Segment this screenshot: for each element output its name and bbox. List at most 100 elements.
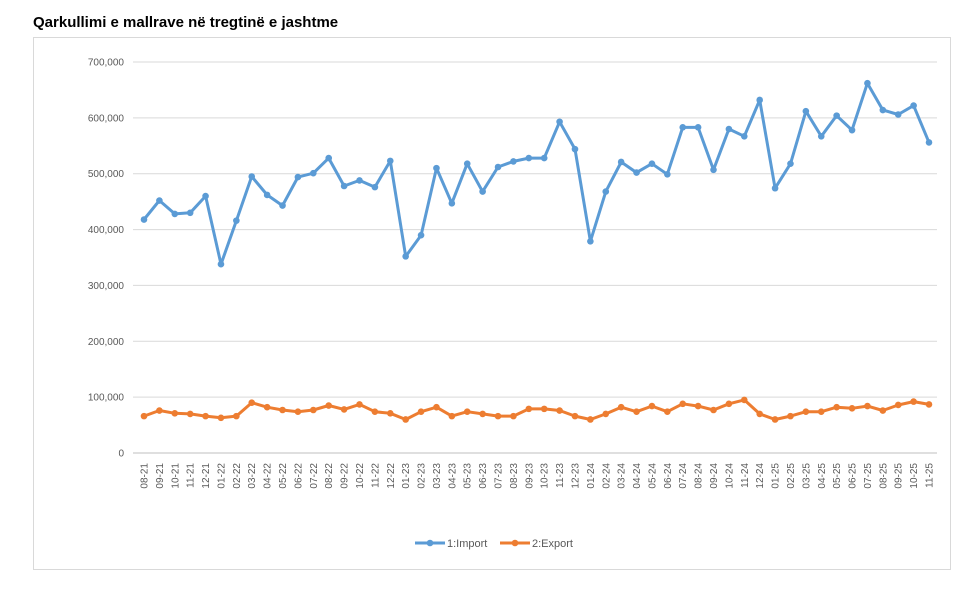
data-point-2-export [294, 408, 302, 415]
data-point-1-import [402, 253, 409, 260]
x-tick-label: 05-24 [647, 463, 658, 489]
data-point-1-import [725, 125, 733, 133]
data-point-1-import [802, 107, 810, 115]
x-axis: 08-21 09-21 10-21 11-21 12-21 01-22 02-22 03-22… [140, 463, 936, 489]
x-tick-label: 02-25 [786, 463, 797, 489]
data-point-2-export [864, 402, 871, 410]
data-point-2-export [186, 410, 194, 418]
series-line-2-export [142, 398, 931, 421]
x-tick-label: 08-21 [140, 463, 151, 489]
x-tick-label: 09-21 [155, 463, 166, 489]
data-point-1-import [433, 164, 440, 172]
data-point-2-export [463, 408, 471, 415]
data-point-1-import [279, 202, 286, 209]
data-point-2-export [725, 400, 733, 408]
chart-frame [33, 37, 951, 570]
data-point-2-export [633, 408, 640, 415]
data-point-1-import [679, 124, 687, 131]
data-point-1-import [202, 192, 209, 200]
legend-marker-2-export [511, 539, 519, 547]
data-point-1-import [710, 166, 717, 174]
data-point-2-export [679, 400, 687, 408]
data-point-1-import [140, 216, 148, 223]
data-point-2-export [802, 408, 810, 415]
data-point-1-import [587, 238, 594, 245]
x-tick-label: 08-22 [324, 463, 335, 489]
data-point-2-export [340, 406, 348, 413]
x-tick-label: 07-25 [863, 463, 874, 489]
x-tick-label: 02-24 [601, 463, 612, 489]
data-point-2-export [279, 406, 286, 414]
data-point-1-import [448, 200, 456, 207]
data-point-2-export [417, 408, 425, 415]
data-point-2-export [925, 401, 933, 408]
data-point-2-export [217, 414, 225, 422]
data-point-1-import [248, 173, 256, 180]
data-point-2-export [587, 416, 594, 423]
x-tick-label: 01-23 [401, 463, 412, 489]
x-tick-label: 06-22 [293, 463, 304, 489]
x-tick-label: 10-23 [540, 463, 551, 489]
data-point-2-export [233, 412, 240, 420]
y-tick-label: 100,000 [88, 393, 125, 404]
data-point-2-export [156, 407, 163, 414]
x-tick-label: 04-22 [263, 463, 274, 489]
data-point-2-export [664, 408, 671, 415]
x-tick-label: 11-22 [370, 463, 381, 488]
y-tick-label: 200,000 [88, 337, 125, 348]
data-point-1-import [417, 231, 425, 239]
data-point-2-export [571, 412, 579, 420]
x-tick-label: 06-23 [478, 463, 489, 489]
data-point-1-import [664, 170, 671, 178]
data-point-2-export [494, 412, 502, 420]
x-tick-label: 07-22 [309, 463, 320, 489]
data-point-1-import [879, 106, 887, 114]
x-tick-label: 05-23 [463, 463, 474, 489]
data-point-1-import [463, 160, 471, 167]
data-point-1-import [340, 182, 348, 190]
data-point-2-export [602, 410, 610, 418]
data-point-2-export [479, 410, 486, 418]
legend-label-1-import: 1:Import [447, 538, 487, 550]
x-tick-label: 11-24 [740, 463, 751, 488]
data-point-2-export [510, 412, 517, 420]
y-tick-label: 300,000 [88, 281, 125, 292]
x-tick-label: 08-23 [509, 463, 520, 489]
x-tick-label: 05-25 [832, 463, 843, 489]
x-tick-label: 07-24 [678, 463, 689, 489]
x-tick-label: 01-22 [216, 463, 227, 489]
data-point-2-export [833, 403, 840, 411]
data-point-1-import [371, 183, 379, 191]
data-point-1-import [602, 188, 610, 195]
x-tick-label: 11-21 [186, 463, 197, 488]
x-tick-label: 11-23 [555, 463, 566, 488]
data-point-2-export [386, 410, 394, 417]
data-point-2-export [756, 410, 763, 418]
x-tick-label: 02-23 [417, 463, 428, 489]
data-point-2-export [448, 412, 456, 420]
x-tick-label: 09-22 [340, 463, 351, 489]
y-tick-label: 400,000 [88, 225, 125, 236]
data-point-2-export [325, 402, 333, 409]
data-point-2-export [433, 403, 440, 411]
legend: 1:Import 2:Export [415, 538, 573, 550]
x-tick-label: 03-25 [801, 463, 812, 489]
data-point-1-import [648, 160, 656, 167]
data-point-2-export [202, 412, 209, 420]
x-tick-label: 10-22 [355, 463, 366, 489]
data-point-1-import [186, 209, 194, 217]
data-point-2-export [525, 405, 533, 413]
data-point-1-import [910, 102, 917, 109]
data-point-1-import [864, 79, 871, 87]
data-point-1-import [479, 188, 486, 195]
data-point-1-import [156, 197, 163, 204]
data-point-2-export [648, 402, 656, 410]
data-point-1-import [740, 132, 748, 140]
data-point-2-export [356, 401, 363, 408]
data-point-2-export [894, 401, 902, 409]
gridlines [133, 61, 937, 454]
data-point-1-import [556, 118, 563, 126]
data-point-1-import [817, 132, 825, 140]
y-axis: 0 100,000 200,000 300,000 400,000 500,000 600,… [88, 58, 125, 460]
